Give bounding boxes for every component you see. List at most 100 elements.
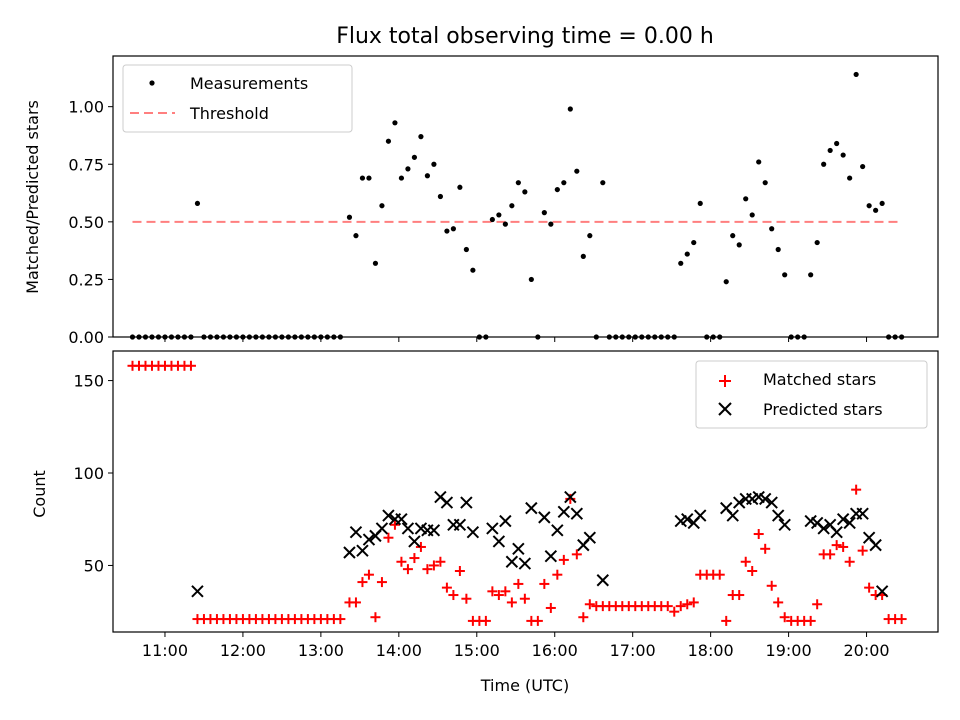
predicted-star-point [525,501,538,515]
measurement-point [853,71,859,78]
matched-star-point [578,612,589,623]
measurement-point [749,212,755,218]
legend-marker-matched [719,375,731,387]
predicted-star-point [505,555,519,568]
predicted-star-point [544,549,558,563]
matched-star-point [506,597,517,608]
measurement-point [496,212,502,218]
measurement-point [431,161,437,167]
measurement-point [580,253,586,259]
count-y-axis-label: Count [30,470,49,518]
matched-star-point [773,597,784,608]
measurement-point [574,168,580,174]
measurement-point [385,138,392,144]
x-tick-label: 14:00 [376,641,422,660]
x-tick-label: 12:00 [220,641,266,660]
matched-star-point [435,556,446,567]
predicted-star-point [583,531,597,544]
measurement-point [814,239,820,246]
matched-star-point [779,612,790,623]
ratio-y-tick-label: 0.75 [68,155,104,174]
matched-star-point [396,556,407,567]
predicted-star-point [453,518,467,531]
matched-star-point [844,556,855,567]
matched-star-point [682,599,693,610]
predicted-star-point [343,546,356,559]
measurement-point [470,267,476,273]
ratio-legend: Measurements Threshold [122,64,353,133]
measurement-point [489,216,495,223]
measurement-point [808,272,814,278]
measurement-point [411,154,418,160]
matched-star-point [357,577,368,588]
matched-star-point [714,569,725,580]
matched-star-point [539,578,550,589]
ratio-y-axis-label: Matched/Predicted stars [23,100,42,294]
matched-star-point [409,553,420,564]
predicted-star-point [726,509,739,522]
measurement-point [821,161,827,167]
measurement-point [743,196,749,202]
predicted-star-point [395,513,408,526]
x-tick-label: 16:00 [532,641,578,660]
measurement-point [730,233,736,239]
matched-star-point [831,540,842,551]
matched-star-point [532,615,543,626]
measurement-point [834,140,840,147]
matched-star-point [185,360,196,371]
count-y-tick-label: 150 [73,372,104,391]
matched-star-point [415,541,426,552]
predicted-star-point [492,535,506,548]
matched-star-point [493,590,504,601]
legend-marker-measurements [149,80,155,86]
matched-star-point [350,597,361,608]
predicted-star-point [538,511,551,524]
legend-label-measurements: Measurements [190,74,308,93]
matched-star-point [838,541,849,552]
measurement-point [678,260,684,266]
measurement-point [541,210,547,216]
count-plot-area [112,350,939,633]
matched-star-point [825,549,836,560]
measurement-point [782,272,788,278]
measurement-point [600,180,606,186]
predicted-star-point [771,509,785,522]
measurement-point [450,226,456,232]
matched-star-point [896,614,907,625]
predicted-star-point [191,585,204,598]
predicted-star-point [875,585,889,598]
predicted-star-point [375,522,389,535]
predicted-star-point [836,513,850,526]
legend-label-predicted: Predicted stars [763,400,883,419]
ratio-y-axis: 0.00 0.25 0.50 0.75 1.00 [68,98,113,347]
predicted-star-point [778,518,791,531]
x-tick-label: 13:00 [298,641,344,660]
predicted-star-point [408,535,421,548]
measurement-point [379,203,385,209]
predicted-star-point [382,509,395,522]
measurement-point [502,221,508,227]
measurement-point [866,203,872,209]
predicted-star-point [843,516,856,530]
ratio-panel: 0.00 0.25 0.50 0.75 1.00 Matched/Predicted s… [23,55,939,347]
measurement-point [587,233,593,239]
x-tick-label: 11:00 [142,641,188,660]
predicted-star-point [596,574,610,587]
matched-star-point [734,590,745,601]
predicted-star-point [570,507,584,520]
matched-star-point [805,615,816,626]
predicted-star-point [486,522,499,535]
measurement-point [697,200,703,207]
predicted-star-point [564,490,577,504]
measurement-point [684,251,690,257]
measurement-point [567,106,573,112]
predicted-star-point [733,496,746,509]
chart-title: Flux total observing time = 0.00 h [336,24,714,49]
matched-star-point [383,532,394,543]
measurement-point [522,189,528,195]
matched-star-point [389,519,400,530]
predicted-star-point [830,525,843,539]
x-tick-label: 18:00 [688,641,734,660]
predicted-star-point [518,557,532,570]
